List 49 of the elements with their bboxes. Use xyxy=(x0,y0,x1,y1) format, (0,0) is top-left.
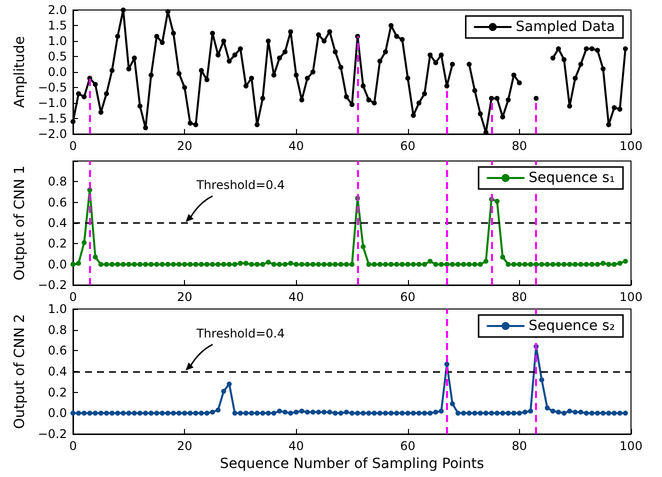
x-tick-label: 40 xyxy=(288,139,304,153)
x-tick-label: 100 xyxy=(620,290,642,304)
x-tick-label: 60 xyxy=(400,439,416,453)
y-tick-label: 1.0 xyxy=(48,302,67,316)
y-tick-label: 0.0 xyxy=(48,406,67,420)
x-tick-label: 20 xyxy=(176,139,192,153)
x-tick-label: 40 xyxy=(288,439,304,453)
y-axis-title: Amplitude xyxy=(12,36,28,108)
y-tick-label: 2.0 xyxy=(48,3,67,17)
x-tick-label: 100 xyxy=(620,439,642,453)
y-tick-label: 0.0 xyxy=(48,257,67,272)
x-tick-label: 80 xyxy=(512,139,528,153)
y-tick-label: 0.6 xyxy=(48,195,67,210)
y-tick-label: 0.0 xyxy=(48,65,67,79)
y-tick-label: −1.0 xyxy=(38,96,67,110)
legend-label: Sequence s₂ xyxy=(528,318,616,334)
y-tick-label: 0.6 xyxy=(48,344,67,358)
y-tick-label: −0.2 xyxy=(38,427,67,441)
x-tick-label: 80 xyxy=(512,290,528,304)
y-axis-title: Output of CNN 2 xyxy=(12,314,28,430)
x-tick-label: 60 xyxy=(400,139,416,153)
y-tick-label: −2.0 xyxy=(38,127,67,141)
x-axis-title: Sequence Number of Sampling Points xyxy=(220,456,484,472)
y-tick-label: −1.5 xyxy=(38,112,67,126)
y-tick-label: −0.2 xyxy=(38,278,67,292)
x-tick-label: 40 xyxy=(288,290,304,304)
y-tick-label: 0.4 xyxy=(48,216,67,230)
y-axis-title: Output of CNN 1 xyxy=(12,165,28,281)
y-tick-label: 1.5 xyxy=(48,18,67,32)
y-tick-label: 0.2 xyxy=(48,385,67,400)
legend-label: Sequence s₁ xyxy=(528,170,616,186)
x-tick-label: 0 xyxy=(69,139,77,153)
x-tick-label: 0 xyxy=(69,290,77,304)
legend-label: Sampled Data xyxy=(516,19,616,35)
x-tick-label: 80 xyxy=(512,439,528,453)
x-tick-label: 60 xyxy=(400,290,416,304)
y-tick-label: 0.8 xyxy=(48,174,67,189)
x-tick-label: 0 xyxy=(69,439,77,453)
y-tick-label: 0.5 xyxy=(48,50,67,64)
y-tick-label: −0.5 xyxy=(38,80,67,94)
x-tick-label: 100 xyxy=(620,139,642,153)
x-tick-label: 20 xyxy=(176,290,192,304)
y-tick-label: 0.8 xyxy=(48,322,67,337)
y-tick-label: 0.4 xyxy=(48,364,67,378)
y-tick-label: 1.0 xyxy=(48,34,67,48)
y-tick-label: 0.2 xyxy=(48,236,67,251)
annotation: Threshold=0.4 xyxy=(195,326,285,340)
annotation: Threshold=0.4 xyxy=(195,178,285,192)
x-tick-label: 20 xyxy=(176,439,192,453)
